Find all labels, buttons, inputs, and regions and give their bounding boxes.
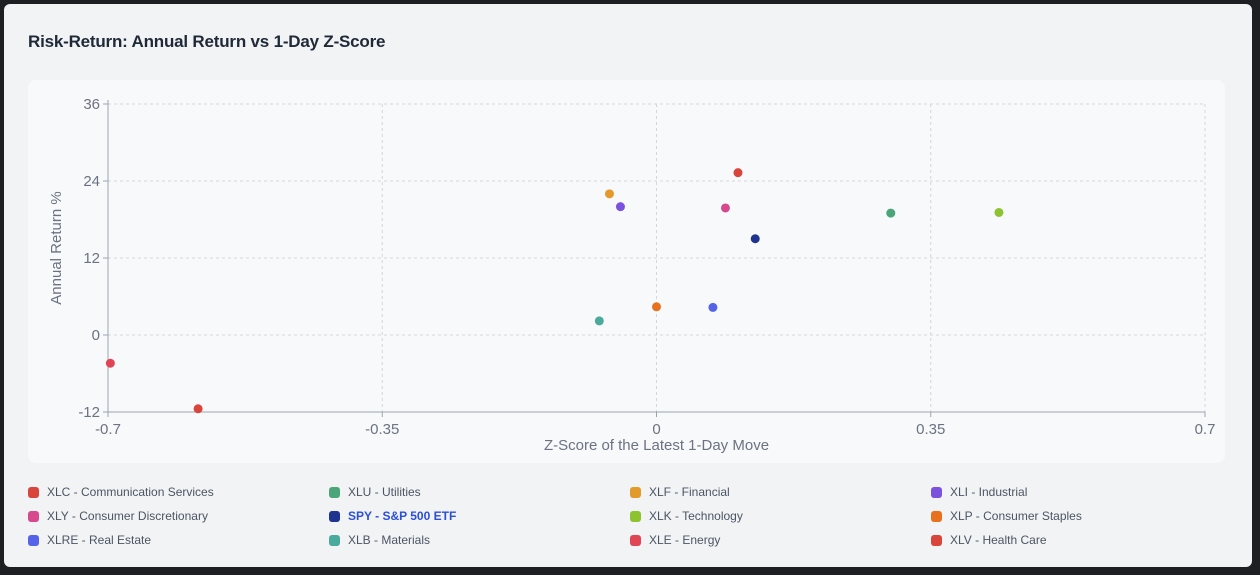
x-tick-label: -0.35 [365, 421, 399, 438]
legend-swatch [630, 510, 641, 522]
legend-label: XLI - Industrial [950, 485, 1028, 499]
legend-swatch [329, 486, 340, 498]
legend-label: XLV - Health Care [950, 533, 1047, 547]
legend-label: XLC - Communication Services [47, 485, 214, 499]
data-point[interactable] [652, 302, 661, 312]
legend-item[interactable]: XLU - Utilities [329, 480, 630, 504]
chart-card: Risk-Return: Annual Return vs 1-Day Z-Sc… [4, 4, 1252, 567]
x-axis-title: Z-Score of the Latest 1-Day Move [544, 437, 769, 454]
data-point[interactable] [708, 302, 718, 312]
y-tick-label: 0 [92, 327, 100, 344]
data-point[interactable] [604, 189, 614, 199]
legend-label: XLF - Financial [649, 485, 730, 499]
legend-swatch [931, 486, 942, 498]
legend-item[interactable]: XLC - Communication Services [28, 480, 329, 504]
legend-label: XLU - Utilities [348, 485, 421, 499]
legend-swatch [28, 486, 39, 498]
y-tick-label: -12 [78, 404, 100, 421]
legend-swatch [329, 510, 340, 522]
legend-swatch [630, 486, 641, 498]
legend-label: XLP - Consumer Staples [950, 509, 1082, 523]
x-tick-label: 0.35 [916, 421, 945, 438]
legend-label: SPY - S&P 500 ETF [348, 509, 457, 523]
data-point[interactable] [886, 208, 896, 218]
plot-panel: -12 0 12 24 36 -0.7 -0.35 0 0.35 0.7 Z-Score of th… [28, 80, 1225, 463]
legend-swatch [28, 534, 39, 546]
legend-swatch [931, 510, 942, 522]
data-point[interactable] [193, 404, 203, 414]
data-point[interactable] [594, 316, 604, 326]
legend-label: XLY - Consumer Discretionary [47, 509, 208, 523]
data-point[interactable] [720, 203, 730, 213]
legend-item[interactable]: XLF - Financial [630, 480, 931, 504]
legend-label: XLRE - Real Estate [47, 533, 152, 547]
data-point[interactable] [105, 358, 115, 368]
chart-title: Risk-Return: Annual Return vs 1-Day Z-Sc… [28, 32, 386, 51]
scatter-chart: -12 0 12 24 36 -0.7 -0.35 0 0.35 0.7 Z-Score of th… [48, 96, 1216, 454]
y-tick-label: 24 [83, 173, 100, 190]
legend-item[interactable]: XLI - Industrial [931, 480, 1232, 504]
chart-legend: XLC - Communication Services XLU - Utilit… [28, 480, 1238, 552]
legend-item[interactable]: XLV - Health Care [931, 528, 1232, 552]
data-point[interactable] [994, 207, 1004, 217]
legend-swatch [931, 534, 942, 546]
legend-item[interactable]: XLRE - Real Estate [28, 528, 329, 552]
data-point[interactable] [733, 168, 743, 178]
legend-item[interactable]: XLB - Materials [329, 528, 630, 552]
data-point[interactable] [615, 202, 625, 212]
x-tick-label: 0.7 [1195, 421, 1216, 438]
y-axis-title: Annual Return % [48, 191, 65, 304]
legend-item[interactable]: SPY - S&P 500 ETF [329, 504, 630, 528]
legend-swatch [630, 534, 641, 546]
x-tick-label: -0.7 [95, 421, 121, 438]
legend-item[interactable]: XLY - Consumer Discretionary [28, 504, 329, 528]
data-point[interactable] [750, 234, 760, 244]
legend-item[interactable]: XLK - Technology [630, 504, 931, 528]
legend-label: XLK - Technology [649, 509, 743, 523]
y-tick-label: 36 [83, 96, 100, 113]
legend-swatch [28, 510, 39, 522]
x-tick-label: 0 [652, 421, 660, 438]
legend-label: XLB - Materials [348, 533, 431, 547]
y-tick-label: 12 [83, 250, 100, 267]
legend-item[interactable]: XLE - Energy [630, 528, 931, 552]
legend-swatch [329, 534, 340, 546]
legend-item[interactable]: XLP - Consumer Staples [931, 504, 1232, 528]
legend-label: XLE - Energy [649, 533, 721, 547]
